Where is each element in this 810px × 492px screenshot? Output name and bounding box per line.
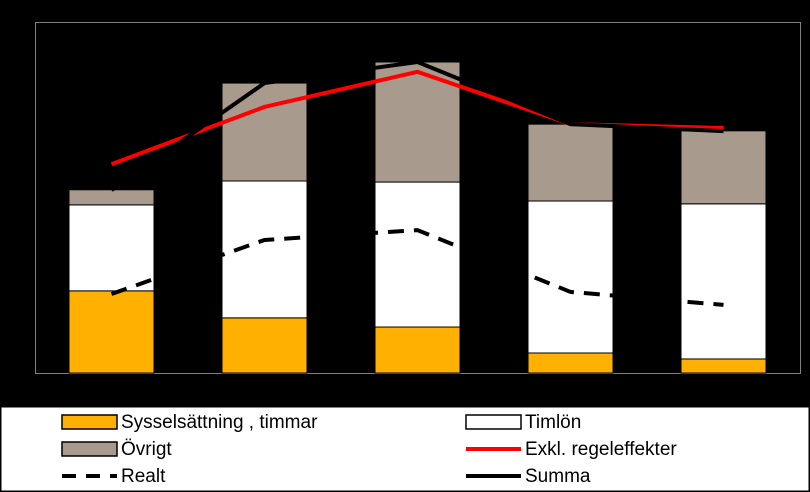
bar-segment <box>221 317 308 374</box>
legend-label: Realt <box>121 466 166 487</box>
bar-segment <box>680 203 767 360</box>
legend-label: Övrigt <box>121 439 172 460</box>
bar-segment <box>527 200 614 354</box>
bar-segment <box>374 181 461 328</box>
bar-segment <box>68 189 155 206</box>
legend-label: Timlön <box>525 412 581 433</box>
bar-segment <box>221 82 308 182</box>
legend-key <box>465 414 522 430</box>
legend-key <box>61 441 118 457</box>
bar-segment <box>68 290 155 374</box>
bar-segment <box>374 326 461 374</box>
line-series <box>110 228 724 307</box>
bar-segment <box>527 123 614 202</box>
bar-segment <box>68 204 155 292</box>
legend-label: Sysselsättning , timmar <box>121 412 318 433</box>
legend-key <box>61 414 118 430</box>
bar-segment <box>680 358 767 374</box>
legend-label: Exkl. regeleffekter <box>525 439 677 460</box>
line-series <box>110 59 724 192</box>
bar-segment <box>680 130 767 205</box>
bar-segment <box>527 352 614 374</box>
legend <box>0 406 810 492</box>
legend-label: Summa <box>525 466 591 487</box>
